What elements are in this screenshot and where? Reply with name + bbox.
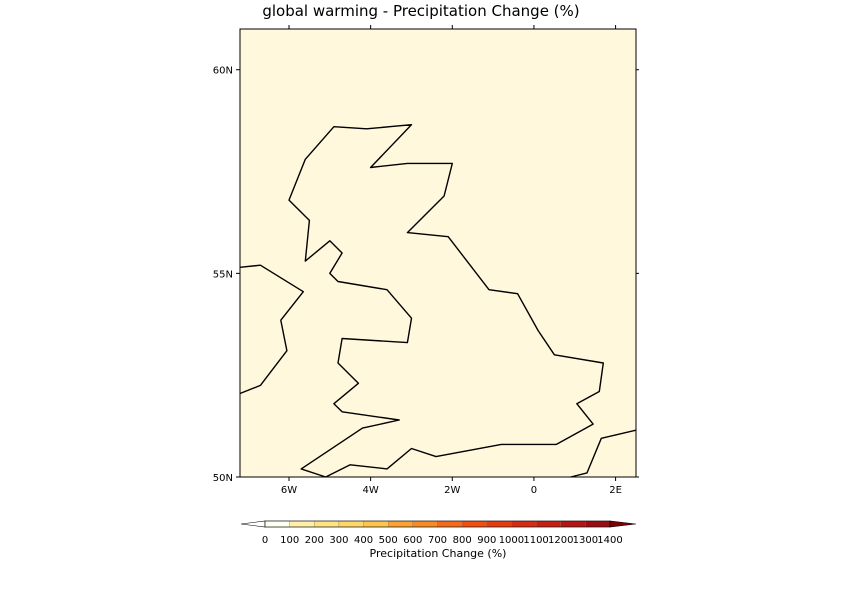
coastline-1 [239, 264, 304, 395]
colorbar-segment [535, 520, 561, 528]
x-tick-label: 6W [281, 485, 297, 496]
colorbar-tick-label: 1400 [597, 535, 622, 546]
colorbar-tick-label: 1200 [548, 535, 573, 546]
y-tick-label: 55N [213, 269, 233, 280]
colorbar-under-arrow [240, 520, 266, 528]
colorbar: 0 100 200 300 400 500 600 700 800 900 1000 1100 1200… [240, 520, 637, 546]
colorbar-segment [388, 520, 414, 528]
map-frame [239, 28, 637, 478]
colorbar-tick-label: 200 [305, 535, 324, 546]
colorbar-segment [289, 520, 315, 528]
map-area[interactable] [239, 28, 637, 478]
colorbar-segment-first [264, 520, 290, 528]
y-tick-label: 60N [213, 66, 233, 77]
x-tick-label: 0 [531, 485, 537, 496]
colorbar-label: Precipitation Change (%) [369, 547, 507, 560]
coastline-layer [239, 123, 637, 478]
y-tick-label: 50N [213, 473, 233, 484]
colorbar-tick-label: 400 [354, 535, 373, 546]
colorbar-tick-label: 300 [329, 535, 348, 546]
colorbar-tick-label: 800 [453, 535, 472, 546]
colorbar-frame [264, 520, 611, 528]
x-tick-label: 4W [363, 485, 379, 496]
coastline-0 [288, 123, 604, 478]
colorbar-segment [363, 520, 389, 528]
colorbar-segment [486, 520, 512, 528]
colorbar-tick-label: 100 [280, 535, 299, 546]
colorbar-tick-label: 700 [428, 535, 447, 546]
colorbar-segment [461, 520, 487, 528]
colorbar-tick-label: 0 [262, 535, 268, 546]
map-background [240, 29, 636, 477]
colorbar-tick-label: 600 [403, 535, 422, 546]
colorbar-tick-label: 500 [379, 535, 398, 546]
colorbar-tick-label: 1100 [523, 535, 548, 546]
colorbar-segment [560, 520, 586, 528]
colorbar-segment [314, 520, 340, 528]
colorbar-tick-label: 900 [477, 535, 496, 546]
colorbar-segment [437, 520, 463, 528]
colorbar-over-arrow [609, 520, 637, 528]
x-tick-label: 2E [609, 485, 622, 496]
colorbar-tick-label: 1000 [499, 535, 524, 546]
axis-ticks: 6W 4W 2W 0 2E 60N 55N 50N [213, 25, 639, 496]
plot-title: global warming - Precipitation Change (%… [262, 2, 580, 20]
colorbar-segment [511, 520, 537, 528]
coastline-2 [570, 429, 637, 478]
colorbar-segment [338, 520, 364, 528]
colorbar-segment [412, 520, 438, 528]
colorbar-tick-label: 1300 [573, 535, 598, 546]
x-tick-label: 2W [444, 485, 460, 496]
colorbar-segment [585, 520, 611, 528]
